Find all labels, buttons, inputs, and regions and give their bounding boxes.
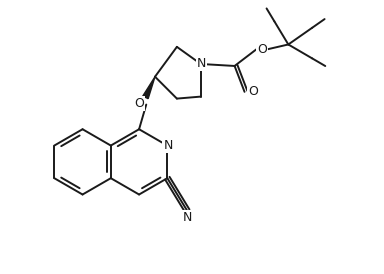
Text: O: O — [134, 97, 144, 110]
Text: O: O — [257, 43, 267, 56]
Text: N: N — [164, 139, 173, 152]
Polygon shape — [143, 77, 155, 99]
Text: N: N — [197, 58, 206, 70]
Text: O: O — [248, 85, 258, 98]
Text: N: N — [182, 212, 192, 224]
